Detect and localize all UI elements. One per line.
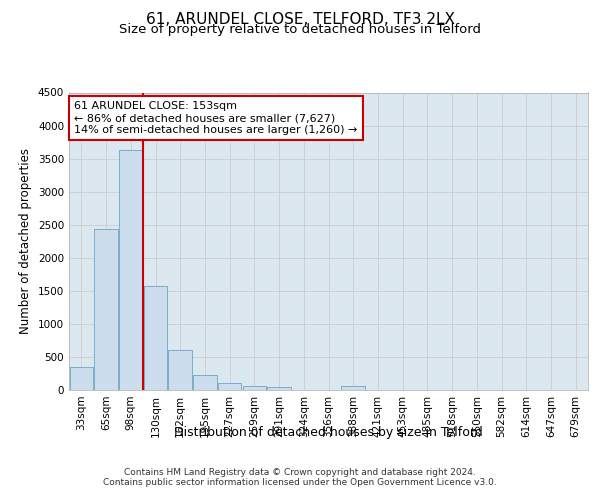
Bar (218, 382, 241, 390)
Bar (268, 388, 291, 390)
Bar (144, 286, 167, 390)
Bar (193, 376, 217, 390)
Bar (70, 367, 93, 390)
Text: Size of property relative to detached houses in Telford: Size of property relative to detached ho… (119, 22, 481, 36)
Text: Distribution of detached houses by size in Telford: Distribution of detached houses by size … (175, 426, 483, 439)
Text: Contains HM Land Registry data © Crown copyright and database right 2024.: Contains HM Land Registry data © Crown c… (124, 468, 476, 477)
Y-axis label: Number of detached properties: Number of detached properties (19, 148, 32, 334)
Bar (169, 350, 192, 390)
Bar (242, 386, 266, 390)
Bar (341, 386, 365, 390)
Text: 61 ARUNDEL CLOSE: 153sqm
← 86% of detached houses are smaller (7,627)
14% of sem: 61 ARUNDEL CLOSE: 153sqm ← 86% of detach… (74, 102, 358, 134)
Bar (119, 150, 143, 390)
Bar (94, 230, 118, 390)
Text: 61, ARUNDEL CLOSE, TELFORD, TF3 2LX: 61, ARUNDEL CLOSE, TELFORD, TF3 2LX (146, 12, 455, 28)
Text: Contains public sector information licensed under the Open Government Licence v3: Contains public sector information licen… (103, 478, 497, 487)
